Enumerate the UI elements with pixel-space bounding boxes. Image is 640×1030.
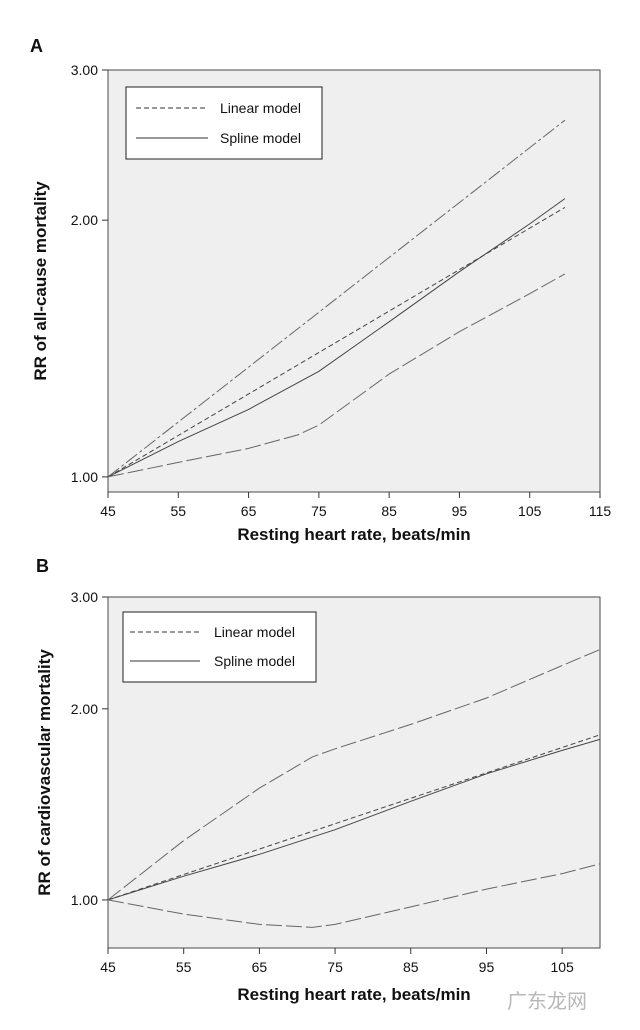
panel-a-legend-label-spline: Spline model	[220, 130, 301, 146]
panel-a-series-spline-model	[108, 198, 566, 478]
panel-b-series-lower-ci	[108, 863, 600, 928]
panel-a: A 45 55 65 75 85 95 105 115 1.00 2.00 3.00 Resting h…	[30, 36, 611, 544]
panel-a-legend-box	[125, 86, 323, 160]
panel-b-x-tick-label: 45	[100, 959, 116, 975]
panel-a-y-tick-label: 1.00	[71, 469, 98, 485]
panel-b-legend-label-linear: Linear model	[214, 624, 295, 640]
panel-b-x-tick-label: 85	[403, 959, 419, 975]
panel-b-y-tick-label: 2.00	[71, 701, 98, 717]
watermark-text: 广东龙网	[507, 990, 587, 1013]
panel-b-series-linear-model	[108, 734, 600, 901]
panel-b: B 45 55 65 75 85 95 105 1.00 2.00 3.00 Resting hear…	[35, 556, 601, 1004]
panel-a-y-tick-label: 3.00	[71, 62, 98, 78]
panel-b-x-tick-label: 95	[479, 959, 495, 975]
panel-a-x-tick-label: 55	[170, 503, 186, 519]
panel-a-x-tick-label: 115	[589, 503, 612, 519]
panel-a-legend: Linear model Spline model	[125, 86, 323, 160]
panel-b-y-axis-title: RR of cardiovascular mortality	[35, 649, 54, 896]
panel-a-x-tick-label: 85	[381, 503, 397, 519]
panel-a-legend-label-linear: Linear model	[220, 100, 301, 116]
panel-b-x-tick-label: 55	[176, 959, 192, 975]
panel-b-letter: B	[36, 556, 49, 576]
panel-a-series-linear-model-upper-ci	[108, 119, 566, 478]
panel-a-series-spline-model-lower-ci	[108, 273, 566, 478]
panel-a-x-tick-label: 105	[518, 503, 542, 519]
panel-a-x-axis-title: Resting heart rate, beats/min	[237, 525, 470, 544]
panel-a-x-tick-label: 45	[100, 503, 116, 519]
panel-b-legend-label-spline: Spline model	[214, 653, 295, 669]
panel-a-x-tick-label: 95	[452, 503, 468, 519]
panel-a-x-tick-label: 75	[311, 503, 327, 519]
panel-b-x-tick-label: 65	[252, 959, 268, 975]
panel-b-series-upper-ci	[108, 649, 600, 901]
panel-a-y-axis-title: RR of all-cause mortality	[31, 181, 50, 381]
panel-b-y-tick-label: 3.00	[71, 589, 98, 605]
panel-b-x-tick-label: 105	[550, 959, 574, 975]
panel-b-legend-box	[122, 611, 317, 683]
panel-b-series-spline-model	[108, 738, 600, 901]
panel-a-x-tick-label: 65	[241, 503, 257, 519]
panel-b-y-tick-label: 1.00	[71, 892, 98, 908]
panel-a-y-tick-label: 2.00	[71, 212, 98, 228]
panel-a-letter: A	[30, 36, 43, 56]
panel-b-x-tick-label: 75	[327, 959, 343, 975]
panel-b-legend: Linear model Spline model	[122, 611, 317, 683]
panel-b-x-axis-title: Resting heart rate, beats/min	[237, 985, 470, 1004]
